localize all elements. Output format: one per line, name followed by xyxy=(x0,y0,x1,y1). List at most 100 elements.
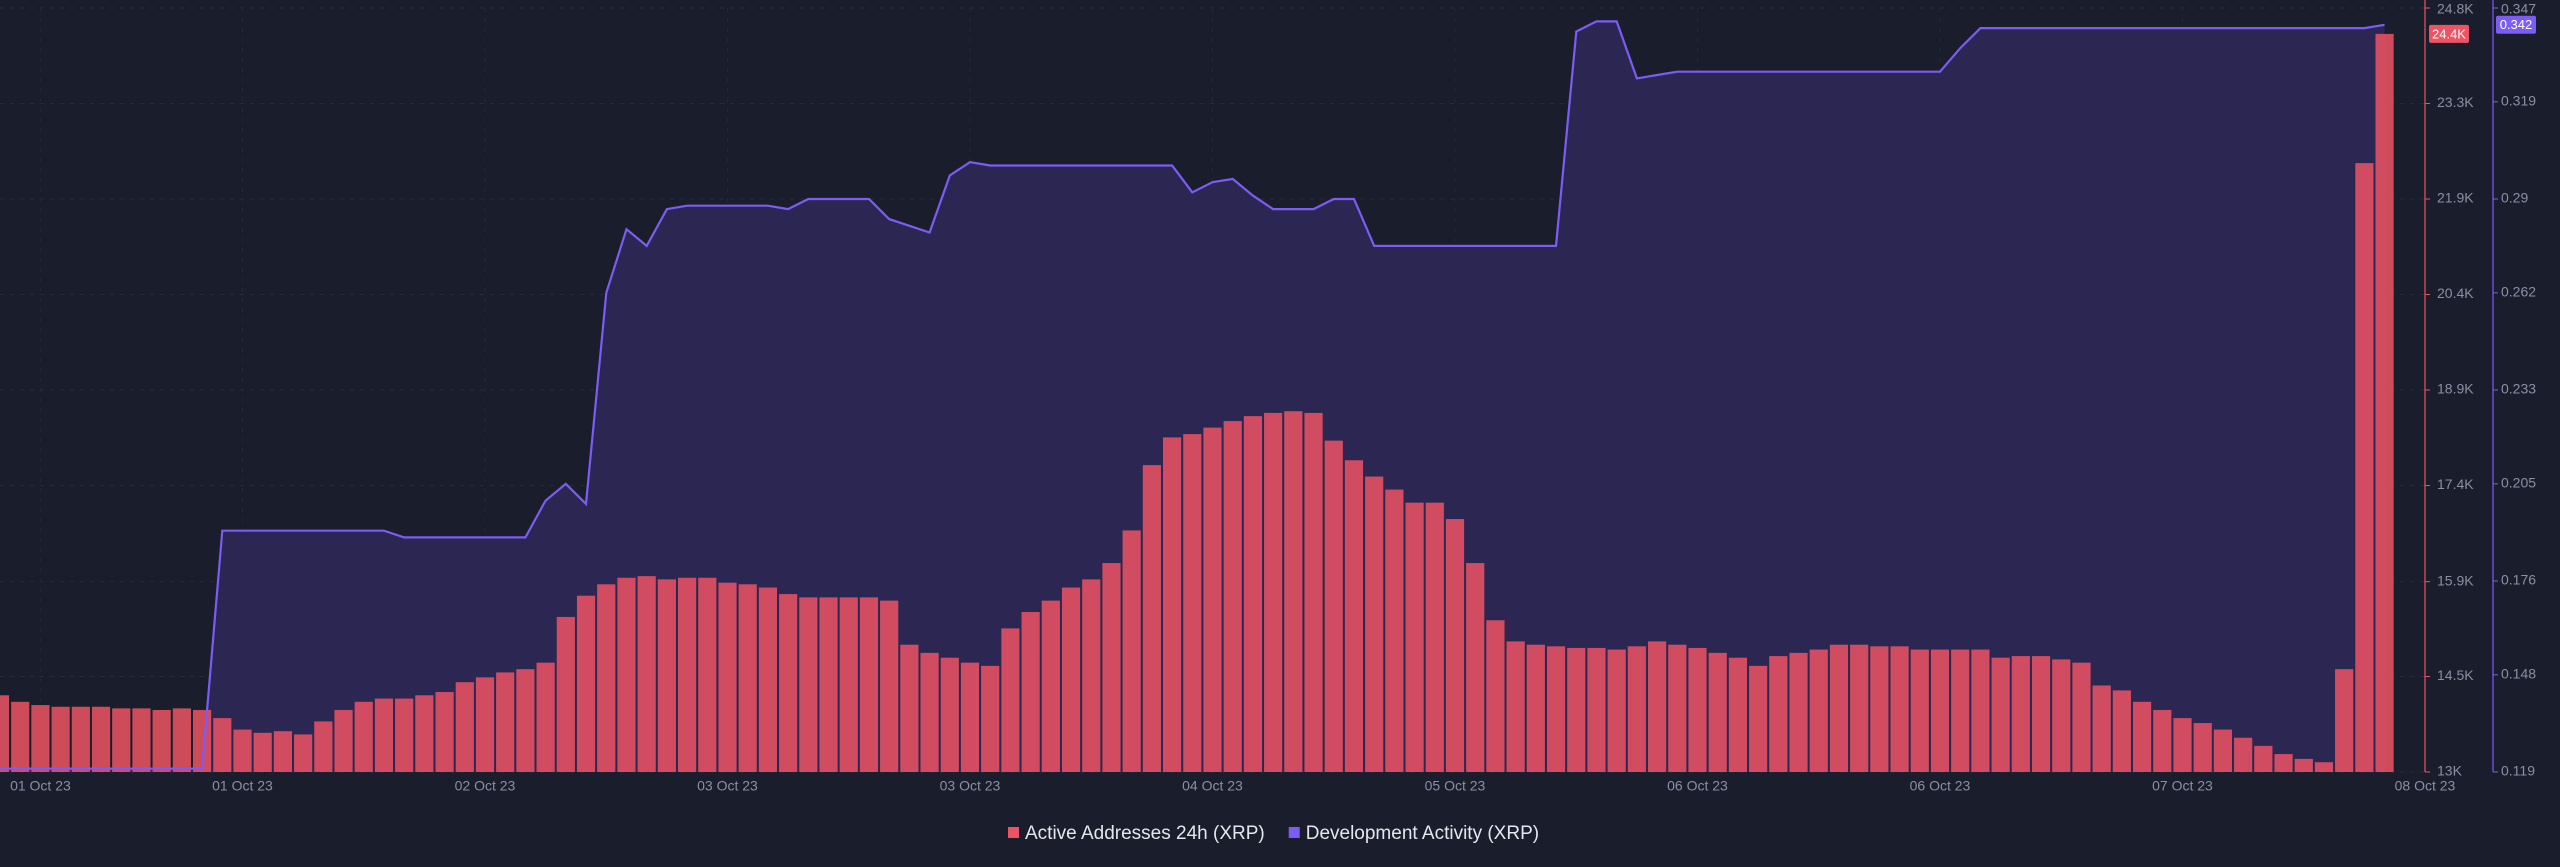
bar xyxy=(1365,476,1384,772)
dev-line xyxy=(0,20,2385,770)
bar xyxy=(1445,519,1465,772)
bar xyxy=(1647,641,1667,772)
bar xyxy=(2294,758,2313,772)
bar xyxy=(1870,646,1889,772)
bar xyxy=(1991,657,2010,772)
bar xyxy=(213,718,232,772)
last-value-badge: 0.342 xyxy=(2496,15,2536,34)
bar xyxy=(556,616,575,772)
badge-bg xyxy=(2429,24,2469,43)
bar xyxy=(1951,649,1970,772)
bar xyxy=(1708,652,1727,772)
badge-bg xyxy=(2496,15,2536,34)
bar xyxy=(2173,718,2192,772)
x-tick-label: 06 Oct 23 xyxy=(1667,778,1728,794)
legend-swatch xyxy=(1288,827,1300,838)
bar xyxy=(1082,579,1101,772)
bar xyxy=(819,597,838,772)
bar xyxy=(1142,465,1161,772)
y-tick-label: 23.3K xyxy=(2437,94,2474,110)
bar xyxy=(1284,411,1303,772)
bar xyxy=(1587,647,1606,772)
x-tick-label: 01 Oct 23 xyxy=(10,778,71,794)
bar xyxy=(657,579,676,772)
bar xyxy=(233,729,252,772)
dev-area xyxy=(0,21,2385,772)
bar xyxy=(1809,649,1828,772)
bar xyxy=(880,600,899,772)
bar xyxy=(779,594,798,772)
x-tick-label: 07 Oct 23 xyxy=(2152,778,2213,794)
bar xyxy=(395,698,414,772)
x-tick-label: 02 Oct 23 xyxy=(455,778,516,794)
bar xyxy=(1668,644,1687,772)
bar xyxy=(2213,729,2233,772)
bar xyxy=(1162,437,1182,772)
legend-label: Development Activity (XRP) xyxy=(1306,823,1539,844)
bar xyxy=(1264,412,1283,772)
bar xyxy=(1425,502,1444,772)
bar xyxy=(31,705,50,772)
x-tick-label: 03 Oct 23 xyxy=(940,778,1001,794)
bar xyxy=(1223,421,1242,772)
bar xyxy=(738,584,757,772)
bar xyxy=(273,731,293,772)
bar xyxy=(1243,416,1263,772)
badge-label: 0.342 xyxy=(2500,17,2533,32)
bar xyxy=(698,577,717,772)
bar xyxy=(0,695,10,772)
bar xyxy=(1102,563,1121,772)
bar xyxy=(2153,709,2172,772)
legend-label: Active Addresses 24h (XRP) xyxy=(1025,823,1265,844)
bar xyxy=(2092,685,2111,772)
x-tick-label: 04 Oct 23 xyxy=(1182,778,1243,794)
last-value-badge: 24.4K xyxy=(2429,24,2469,43)
bar xyxy=(2274,754,2293,772)
bar xyxy=(1567,647,1586,772)
bar xyxy=(496,672,515,772)
bar xyxy=(253,732,272,772)
bar xyxy=(1001,628,1020,772)
bar xyxy=(1486,620,1505,772)
y-tick-label: 14.5K xyxy=(2437,667,2474,683)
bar xyxy=(2132,701,2152,772)
bar xyxy=(1688,647,1707,772)
y2-tick-label: 0.347 xyxy=(2501,1,2536,17)
y-tick-label: 17.4K xyxy=(2437,476,2474,492)
bar xyxy=(576,595,596,772)
bar xyxy=(51,706,70,772)
bar xyxy=(536,662,555,772)
x-tick-label: 01 Oct 23 xyxy=(212,778,273,794)
bar xyxy=(1183,434,1202,772)
bar xyxy=(960,662,980,772)
bar xyxy=(1021,612,1040,772)
bar xyxy=(940,657,959,772)
x-tick-label: 05 Oct 23 xyxy=(1425,778,1486,794)
bar xyxy=(859,597,879,772)
bar xyxy=(1749,665,1768,772)
bar xyxy=(718,582,737,772)
bar xyxy=(2355,163,2374,772)
y-tick-label: 18.9K xyxy=(2437,381,2474,397)
bar xyxy=(2052,659,2071,772)
bar xyxy=(1546,646,1566,772)
bar xyxy=(1930,649,1950,772)
y-tick-label: 15.9K xyxy=(2437,572,2474,588)
bar xyxy=(2193,723,2212,772)
bar xyxy=(91,706,111,772)
bar xyxy=(132,708,151,772)
legend: Active Addresses 24h (XRP) Development Ac… xyxy=(1008,823,1539,844)
bar xyxy=(839,597,858,772)
bar xyxy=(334,709,353,772)
bar xyxy=(1850,644,1869,772)
bar xyxy=(1304,412,1323,772)
bar xyxy=(981,665,1000,772)
y-tick-label: 13K xyxy=(2437,763,2463,779)
bar xyxy=(677,577,697,772)
badge-label: 24.4K xyxy=(2432,26,2466,41)
bar xyxy=(294,734,313,772)
bar xyxy=(1385,489,1404,772)
bar xyxy=(2072,662,2091,772)
bar xyxy=(1890,646,1909,772)
bar xyxy=(1789,652,1808,772)
